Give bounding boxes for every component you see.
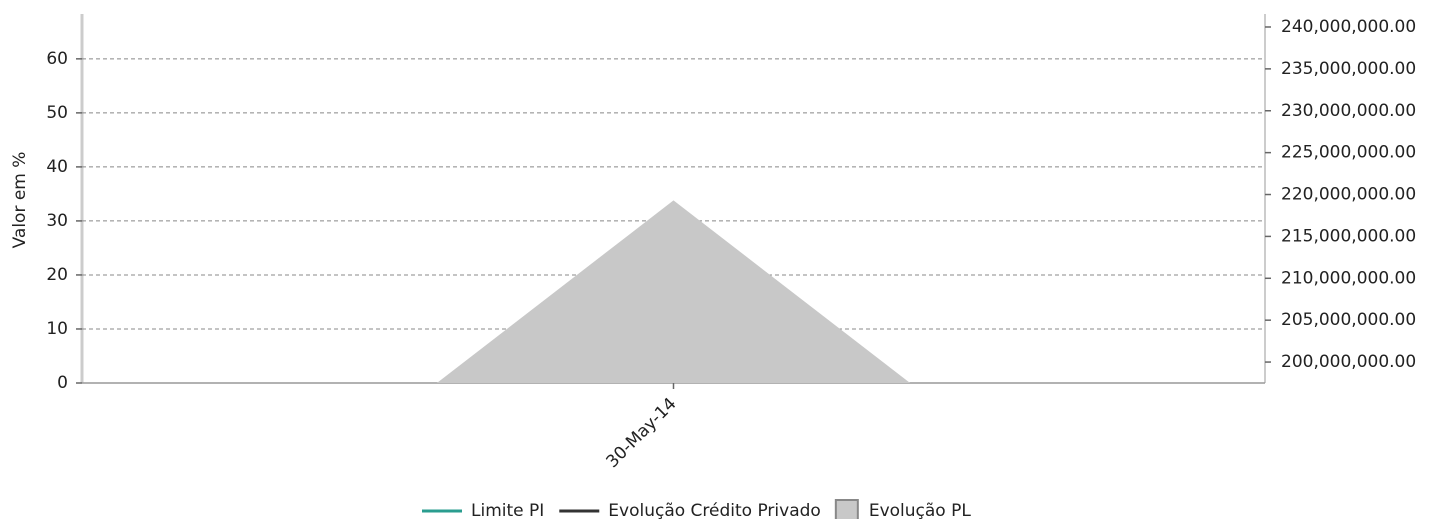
y2-tick-label: 215,000,000.00 [1281, 226, 1416, 246]
y2-tick-label: 210,000,000.00 [1281, 268, 1416, 288]
y2-tick-label: 205,000,000.00 [1281, 310, 1416, 330]
y2-tick-label: 220,000,000.00 [1281, 185, 1416, 205]
y-tick-label: 20 [46, 265, 68, 285]
y2-tick-label: 240,000,000.00 [1281, 17, 1416, 37]
y-tick-label: 40 [46, 157, 68, 177]
y-tick-label: 50 [46, 103, 68, 123]
y-tick-label: 0 [57, 373, 68, 393]
x-tick-label: 30-May-14 [603, 394, 681, 472]
legend-label: Evolução Crédito Privado [608, 501, 821, 519]
y-tick-label: 60 [46, 49, 68, 69]
y-tick-label: 10 [46, 319, 68, 339]
legend-swatch [834, 499, 859, 519]
y2-tick-label: 200,000,000.00 [1281, 352, 1416, 372]
legend-label: Limite PI [471, 501, 544, 519]
y-tick-label: 30 [46, 211, 68, 231]
y2-tick-label: 235,000,000.00 [1281, 59, 1416, 79]
y2-tick-label: 225,000,000.00 [1281, 143, 1416, 163]
area [436, 200, 911, 383]
legend-label: Evolução PL [869, 501, 972, 519]
y2-tick-label: 230,000,000.00 [1281, 101, 1416, 121]
y-axis-label: Valor em % [10, 152, 30, 249]
